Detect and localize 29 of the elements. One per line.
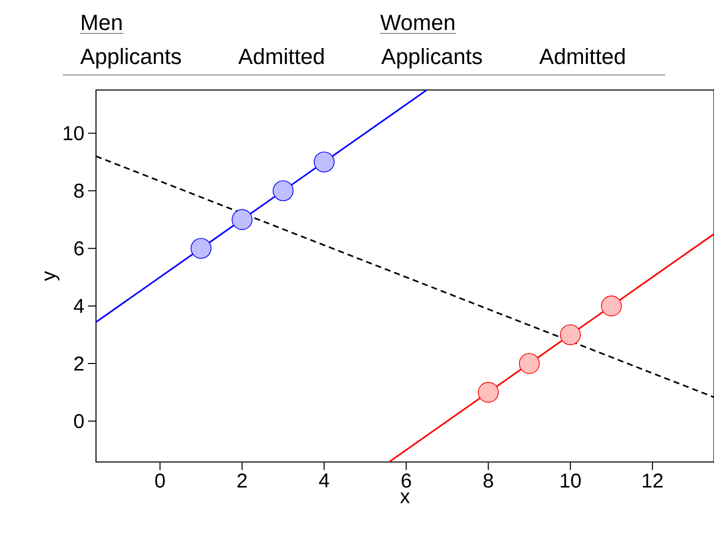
point bbox=[190, 238, 212, 259]
point bbox=[478, 382, 499, 403]
x-axis-title: x bbox=[400, 492, 410, 504]
x-tick-label: 8 bbox=[484, 474, 493, 488]
text: Applicants bbox=[80, 48, 181, 69]
x-tick-label: 10 bbox=[560, 474, 581, 488]
point bbox=[518, 353, 540, 374]
point bbox=[272, 180, 294, 202]
y-tick-label: 8 bbox=[74, 184, 84, 198]
y-tick-label: 2 bbox=[74, 356, 84, 371]
text: Admitted bbox=[238, 48, 324, 64]
y-tick-label: 10 bbox=[64, 126, 84, 140]
x-tick-label: 6 bbox=[402, 474, 411, 488]
y-tick-label: 6 bbox=[74, 241, 84, 256]
x-tick-label: 2 bbox=[238, 474, 247, 488]
point bbox=[560, 324, 581, 346]
text: Men bbox=[82, 14, 122, 30]
point bbox=[314, 152, 335, 172]
y-tick-label: 4 bbox=[74, 299, 84, 313]
point bbox=[601, 296, 622, 316]
y-axis-title: y bbox=[44, 271, 60, 281]
text: Admitted bbox=[539, 48, 625, 64]
x-tick-label: 4 bbox=[319, 474, 330, 488]
text: Applicants bbox=[381, 48, 482, 69]
point bbox=[232, 209, 252, 230]
x-tick-label: 0 bbox=[155, 474, 165, 488]
text: Women bbox=[380, 14, 454, 30]
y-tick-label: 0 bbox=[74, 414, 84, 428]
x-tick-label: 12 bbox=[642, 474, 663, 488]
